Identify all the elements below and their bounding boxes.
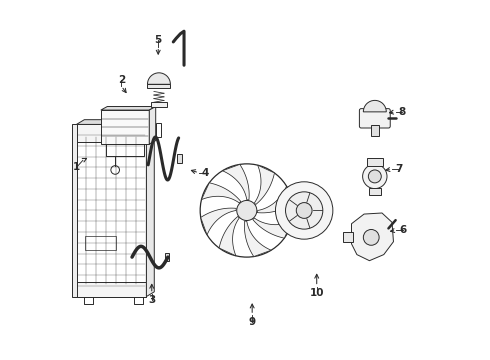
Polygon shape — [257, 186, 293, 213]
Circle shape — [275, 182, 333, 239]
Wedge shape — [147, 73, 171, 84]
Polygon shape — [147, 120, 154, 297]
Polygon shape — [219, 216, 239, 256]
Bar — [343, 232, 353, 242]
Text: 9: 9 — [248, 317, 256, 327]
Bar — [151, 102, 167, 107]
Bar — [177, 154, 182, 163]
Text: 6: 6 — [399, 225, 406, 235]
Polygon shape — [101, 107, 156, 110]
Text: 5: 5 — [154, 35, 162, 45]
Polygon shape — [253, 218, 292, 238]
Text: 1: 1 — [73, 162, 80, 172]
Text: 3: 3 — [148, 295, 155, 305]
Polygon shape — [254, 165, 274, 204]
Polygon shape — [245, 221, 271, 257]
FancyBboxPatch shape — [359, 109, 390, 128]
Bar — [166, 253, 169, 261]
Text: 10: 10 — [310, 288, 324, 298]
Text: 4: 4 — [202, 168, 209, 178]
Circle shape — [237, 201, 257, 221]
Circle shape — [286, 192, 323, 229]
Wedge shape — [364, 100, 386, 112]
Bar — [156, 123, 161, 137]
Bar — [370, 126, 379, 135]
Text: 7: 7 — [395, 164, 402, 174]
Circle shape — [364, 229, 379, 245]
Bar — [76, 125, 147, 141]
Bar — [76, 125, 147, 297]
Bar — [85, 235, 116, 250]
Bar — [367, 158, 383, 166]
Polygon shape — [201, 183, 241, 203]
Polygon shape — [351, 213, 393, 261]
Bar — [147, 84, 171, 88]
Bar — [76, 282, 147, 297]
Polygon shape — [76, 120, 154, 125]
Text: 2: 2 — [118, 75, 125, 85]
Circle shape — [368, 170, 381, 183]
Polygon shape — [201, 208, 236, 235]
Polygon shape — [149, 107, 156, 144]
Bar — [101, 110, 149, 144]
Circle shape — [296, 203, 312, 219]
Text: 8: 8 — [398, 107, 406, 117]
Polygon shape — [222, 165, 249, 200]
Bar — [369, 188, 381, 195]
Bar — [72, 125, 77, 297]
Circle shape — [363, 164, 387, 189]
